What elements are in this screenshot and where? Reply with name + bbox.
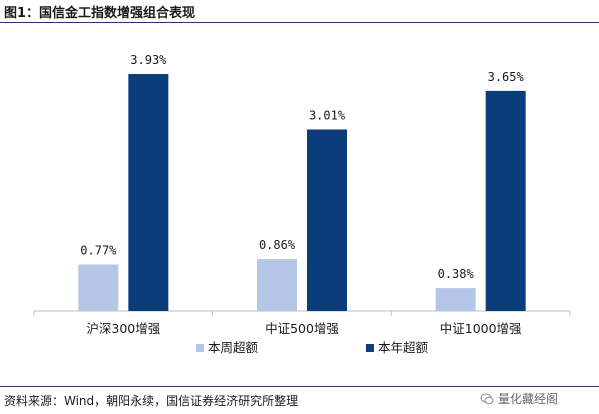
legend-label-annual: 本年超额 <box>378 340 429 355</box>
figure-title: 图1：国信金工指数增强组合表现 <box>4 6 196 21</box>
legend-swatch-weekly <box>196 344 204 352</box>
bar-weekly-3 <box>435 288 476 311</box>
bar-annual-1 <box>128 74 169 311</box>
bar-chart: 0.77% 3.93% 沪深300增强 0.86% 3.01% 中证500增强 0.38% 3… <box>33 53 571 355</box>
source-note: 资料来源：Wind，朝阳永续，国信证券经济研究所整理 <box>4 394 299 408</box>
data-label-annual-2: 3.01% <box>309 108 346 122</box>
watermark: 量化藏经阁 <box>480 390 558 407</box>
x-tick-label-1: 沪深300增强 <box>86 321 160 336</box>
legend-label-weekly: 本周超额 <box>208 340 259 355</box>
watermark-text: 量化藏经阁 <box>498 392 559 406</box>
bar-annual-2 <box>307 129 347 311</box>
data-label-annual-1: 3.93% <box>130 53 167 67</box>
data-label-annual-3: 3.65% <box>488 70 525 84</box>
data-label-weekly-3: 0.38% <box>438 267 475 281</box>
bar-annual-3 <box>485 90 526 311</box>
x-tick-label-3: 中证1000增强 <box>440 321 522 336</box>
bar-weekly-1 <box>78 264 119 311</box>
bottom-divider <box>0 386 599 387</box>
data-label-weekly-2: 0.86% <box>259 238 296 252</box>
bar-weekly-2 <box>257 259 297 311</box>
top-divider <box>0 22 599 23</box>
data-label-weekly-1: 0.77% <box>80 244 117 258</box>
legend-swatch-annual <box>366 344 374 352</box>
wechat-icon <box>480 393 494 404</box>
x-tick-label-2: 中证500增强 <box>265 321 339 336</box>
